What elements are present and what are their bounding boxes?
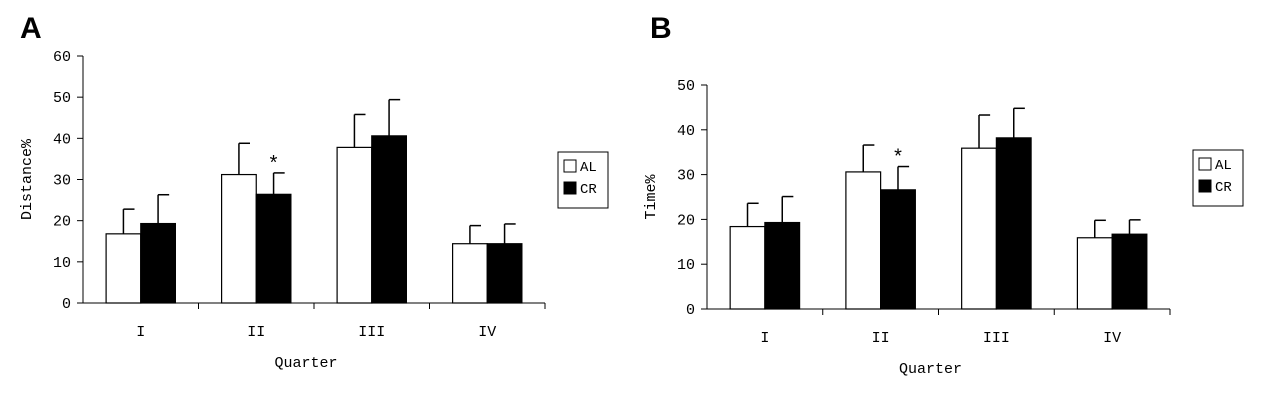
y-tick-label: 30: [53, 173, 71, 190]
y-tick-label: 40: [677, 123, 695, 140]
bar-al-iv: [452, 243, 488, 304]
legend-swatch-al: [563, 159, 577, 173]
x-tick-label: IV: [478, 324, 496, 341]
significance-marker: *: [894, 146, 902, 168]
bar-al-iv: [1076, 237, 1113, 310]
bar-cr-ii: [880, 189, 916, 310]
legend-swatch-cr: [563, 181, 577, 195]
legend-label-al: AL: [580, 160, 597, 176]
legend-swatch-cr: [1198, 179, 1212, 193]
x-tick-label: I: [760, 330, 769, 347]
legend-swatch-al: [1198, 157, 1212, 171]
panel-a: A 0 10 20 30 40 50 60 I II III IV * Quarter Distance%…: [0, 0, 620, 400]
bar-cr-i: [764, 221, 801, 310]
bar-cr-iii: [995, 137, 1032, 310]
significance-marker: *: [270, 152, 278, 174]
bar-al-iii: [336, 146, 373, 304]
x-tick-label: III: [983, 330, 1010, 347]
bar-al-i: [729, 225, 766, 310]
bar-al-i: [105, 233, 142, 304]
legend-label-cr: CR: [580, 182, 597, 198]
y-tick-label: 20: [53, 214, 71, 231]
x-tick-label: III: [358, 324, 385, 341]
bar-cr-iv: [1111, 233, 1148, 310]
bar-cr-i: [140, 222, 177, 304]
y-tick-label: 50: [677, 78, 695, 95]
bar-al-iii: [961, 147, 997, 310]
x-tick-label: I: [136, 324, 145, 341]
y-tick-label: 10: [53, 255, 71, 272]
x-axis-title: Quarter: [274, 355, 337, 372]
y-axis-title: Distance%: [19, 138, 36, 220]
panel-letter-a: A: [20, 12, 42, 45]
x-tick-label: II: [247, 324, 265, 341]
y-tick-label: 0: [686, 302, 695, 319]
y-tick-label: 30: [677, 168, 695, 185]
y-tick-label: 60: [53, 49, 71, 66]
y-tick-label: 50: [53, 90, 71, 107]
x-tick-label: II: [872, 330, 890, 347]
y-tick-label: 20: [677, 212, 695, 229]
x-tick-label: IV: [1103, 330, 1121, 347]
y-tick-label: 0: [62, 296, 71, 313]
bar-cr-iv: [486, 243, 523, 304]
bar-cr-iii: [371, 135, 408, 304]
y-axis-title: Time%: [643, 174, 660, 220]
y-tick-label: 40: [53, 131, 71, 148]
legend-label-al: AL: [1215, 158, 1232, 174]
panel-b: B 0 10 20 30 40 50 I II III IV * Quarter Time% AL CR: [630, 0, 1267, 400]
bar-cr-ii: [255, 193, 292, 304]
y-tick-label: 10: [677, 257, 695, 274]
bar-al-ii: [845, 171, 882, 310]
x-axis-title: Quarter: [899, 361, 962, 378]
panel-letter-b: B: [650, 12, 672, 45]
legend-label-cr: CR: [1215, 180, 1232, 196]
bar-al-ii: [221, 173, 257, 304]
